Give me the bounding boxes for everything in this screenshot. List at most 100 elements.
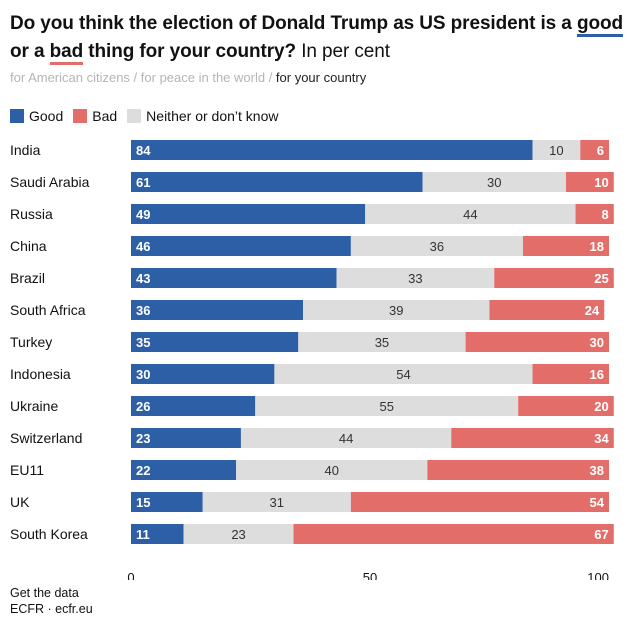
bar-value-label: 22 [136,463,150,478]
bar-value-label: 54 [396,367,410,382]
title-part-2: or a [10,41,50,62]
bar-value-label: 38 [590,463,604,478]
bar-segment-neither-or-don-t-know [298,332,466,352]
chart-legend: Good Bad Neither or don’t know [10,108,278,124]
bar-value-label: 10 [594,175,608,190]
bar-segment-good [131,268,337,288]
bar-value-label: 23 [136,431,150,446]
category-label: UK [10,494,30,510]
title-part-3: thing for your country? [83,41,297,62]
bar-segment-bad [565,172,614,192]
category-label: China [10,238,47,254]
bar-value-label: 40 [325,463,339,478]
stacked-bar-chart: India 84 10 6 Saudi Arabia 61 30 10 Russia 49 44 8 C… [10,140,614,580]
bar-value-label: 44 [339,431,353,446]
bar-segment-bad [465,332,609,352]
bar-value-label: 24 [585,303,600,318]
x-tick-label: 0 [127,570,134,580]
bar-segment-good [131,524,184,544]
category-label: Brazil [10,270,45,286]
bar-segment-good [131,172,423,192]
category-label: Switzerland [10,430,82,446]
bar-segment-good [131,332,299,352]
tab-your-country[interactable]: for your country [275,70,367,85]
bar-segment-neither-or-don-t-know [274,364,533,384]
bar-value-label: 34 [594,431,609,446]
tab-separator: / [265,70,276,85]
bar-value-label: 30 [136,367,150,382]
bar-segment-neither-or-don-t-know [236,460,428,480]
tab-separator: / [129,70,141,85]
bar-segment-bad [575,204,614,224]
bar-segment-good [131,236,351,256]
legend-swatch-good [10,109,24,123]
bar-segment-bad [532,364,609,384]
legend-label-neither: Neither or don’t know [146,108,279,124]
legend-item-bad: Bad [73,108,117,124]
source-credit: ECFR · ecfr.eu [10,602,93,616]
bar-value-label: 61 [136,175,150,190]
bar-value-label: 6 [597,143,604,158]
bar-value-label: 20 [594,399,608,414]
bar-segment-good [131,204,366,224]
title-good-word: good [576,13,623,37]
bar-segment-bad [522,236,609,256]
bar-value-label: 31 [270,495,284,510]
category-label: Indonesia [10,366,71,382]
bar-segment-bad [580,140,609,160]
bar-value-label: 8 [602,207,609,222]
bar-value-label: 44 [463,207,477,222]
bar-segment-bad [518,396,614,416]
bar-segment-bad [451,428,614,448]
bar-segment-neither-or-don-t-know [532,140,581,160]
bar-segment-bad [494,268,614,288]
legend-swatch-neither [127,109,142,123]
bar-segment-neither-or-don-t-know [422,172,566,192]
category-label: India [10,142,41,158]
category-label: South Korea [10,526,88,542]
bar-segment-neither-or-don-t-know [255,396,519,416]
bar-value-label: 30 [590,335,604,350]
chart-title: Do you think the election of Donald Trum… [10,10,625,66]
title-part-1: Do you think the election of Donald Trum… [10,13,577,34]
x-tick-label: 50 [363,570,377,580]
category-label: Ukraine [10,398,58,414]
bar-segment-good [131,300,304,320]
bar-segment-bad [293,524,614,544]
legend-item-neither: Neither or don’t know [127,108,278,124]
bar-segment-bad [350,492,609,512]
tab-american-citizens[interactable]: for American citizens [10,70,130,85]
bar-segment-bad [489,300,605,320]
bar-segment-neither-or-don-t-know [303,300,490,320]
bar-value-label: 18 [590,239,604,254]
category-label: South Africa [10,302,86,318]
bar-segment-neither-or-don-t-know [365,204,576,224]
bar-value-label: 25 [594,271,608,286]
bar-value-label: 46 [136,239,150,254]
bar-segment-neither-or-don-t-know [183,524,294,544]
legend-swatch-bad [73,109,88,123]
bar-value-label: 35 [375,335,389,350]
bar-value-label: 36 [136,303,150,318]
get-the-data-link[interactable]: Get the data [10,586,79,600]
bar-value-label: 84 [136,143,151,158]
bar-value-label: 49 [136,207,150,222]
bar-segment-neither-or-don-t-know [336,268,495,288]
bar-segment-good [131,140,533,160]
title-unit: In per cent [296,41,390,62]
bar-value-label: 23 [231,527,245,542]
bar-segment-bad [427,460,609,480]
legend-label-bad: Bad [92,108,118,124]
title-bad-word: bad [49,41,83,65]
bar-value-label: 16 [590,367,604,382]
tab-peace-in-the-world[interactable]: for peace in the world [140,70,266,85]
bar-value-label: 15 [136,495,150,510]
bar-value-label: 36 [430,239,444,254]
bar-segment-good [131,460,237,480]
x-tick-label: 100 [587,570,609,580]
bar-segment-neither-or-don-t-know [202,492,351,512]
category-label: Turkey [10,334,52,350]
footer: Get the data ECFR · ecfr.eu [10,585,93,617]
category-label: Saudi Arabia [10,174,90,190]
bar-value-label: 35 [136,335,150,350]
